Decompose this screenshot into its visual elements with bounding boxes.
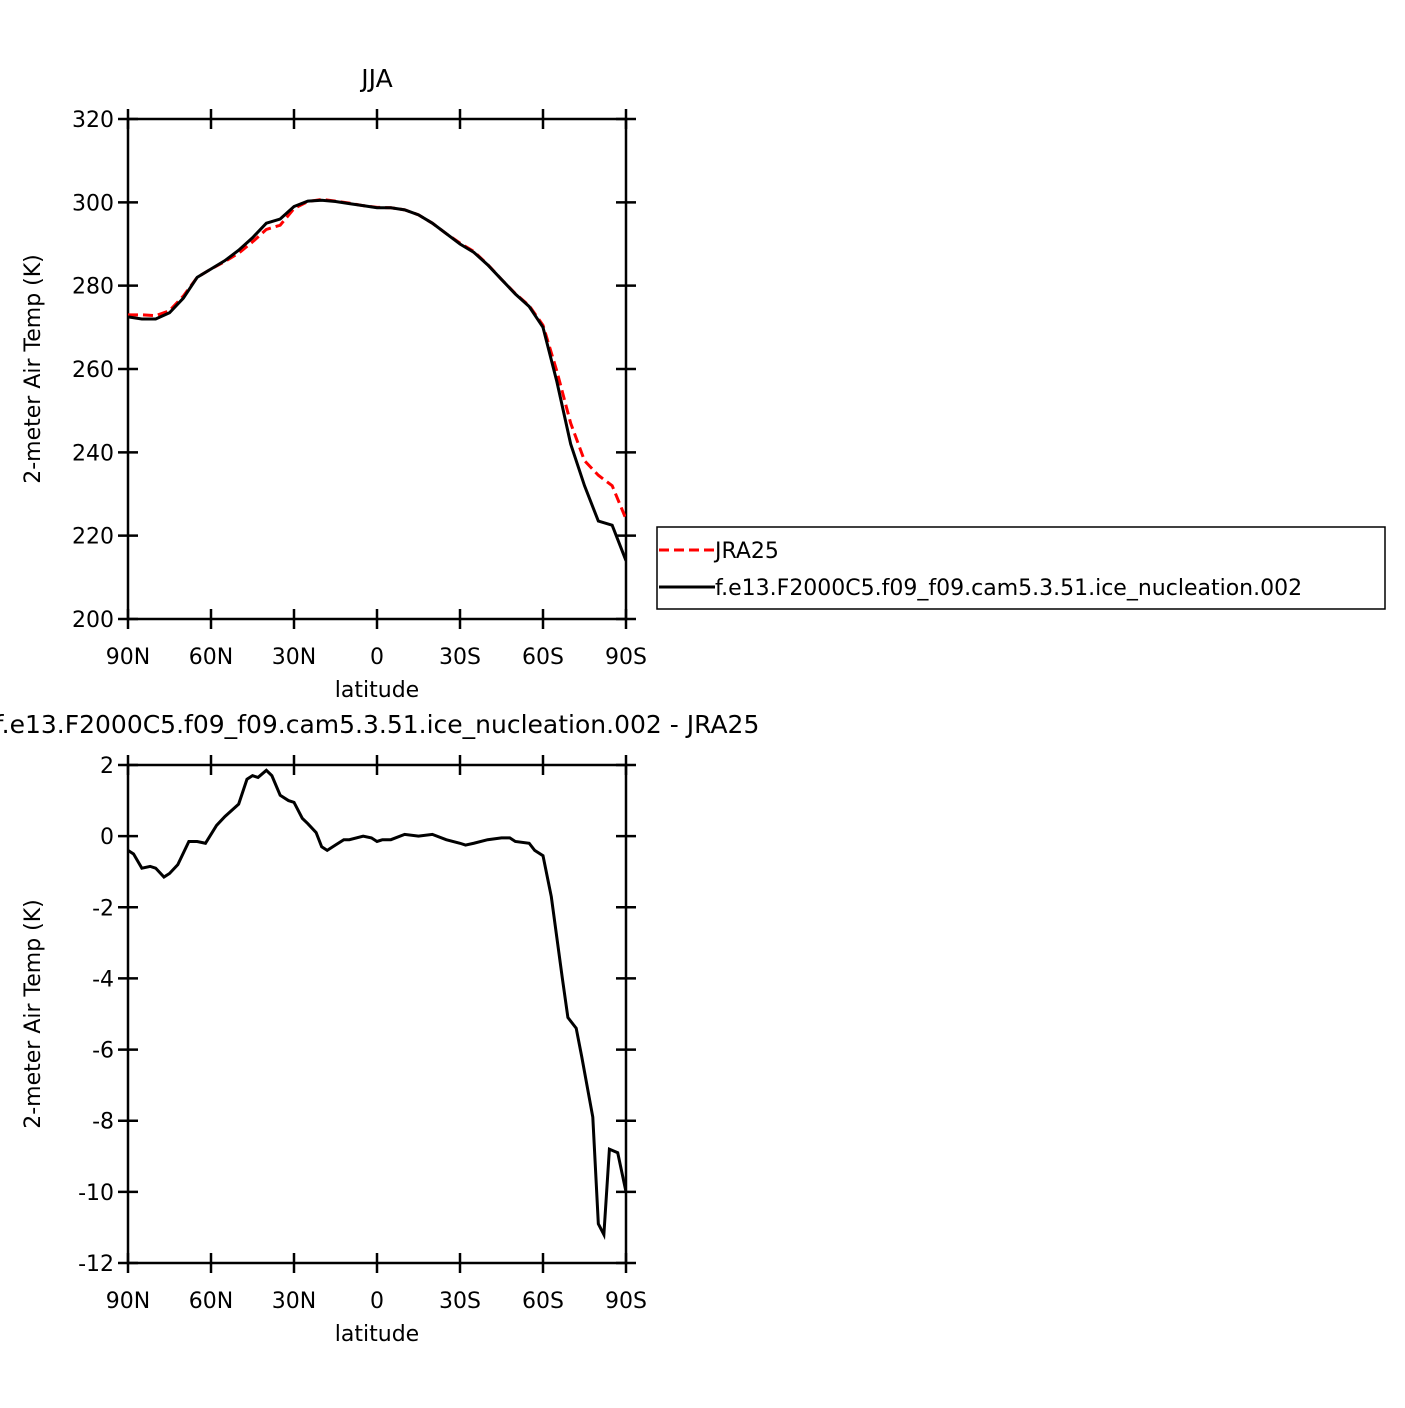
y-tick-label: 220 xyxy=(72,525,114,550)
y-tick-label: -10 xyxy=(78,1181,114,1206)
x-tick-label: 0 xyxy=(370,645,384,670)
y-axis-label: 2-meter Air Temp (K) xyxy=(21,254,46,484)
chart-title: JJA xyxy=(359,64,392,93)
plot-frame xyxy=(126,117,628,621)
x-axis-label: latitude xyxy=(335,678,419,703)
y-tick-label: 2 xyxy=(100,754,114,779)
x-tick-label: 60N xyxy=(189,645,233,670)
x-tick-label: 30S xyxy=(439,1289,481,1314)
y-tick-label: -6 xyxy=(92,1039,114,1064)
y-tick-label: -12 xyxy=(78,1252,114,1277)
data-line xyxy=(128,198,626,562)
y-tick-label: -2 xyxy=(92,896,114,921)
legend-label: f.e13.F2000C5.f09_f09.cam5.3.51.ice_nucl… xyxy=(715,576,1302,601)
x-axis-label: latitude xyxy=(335,1322,419,1347)
x-tick-label: 90S xyxy=(605,1289,647,1314)
y-tick-label: 0 xyxy=(100,825,114,850)
legend-box xyxy=(656,526,1386,610)
y-tick-label: 280 xyxy=(72,275,114,300)
x-tick-label: 90S xyxy=(605,645,647,670)
chart-title: f.e13.F2000C5.f09_f09.cam5.3.51.ice_nucl… xyxy=(0,710,759,739)
x-tick-label: 30S xyxy=(439,645,481,670)
x-tick-label: 60S xyxy=(522,1289,564,1314)
y-tick-label: 260 xyxy=(72,358,114,383)
y-tick-label: -4 xyxy=(92,967,114,992)
x-tick-label: 30N xyxy=(272,1289,316,1314)
x-tick-label: 60N xyxy=(189,1289,233,1314)
x-tick-label: 90N xyxy=(106,645,150,670)
y-tick-label: 300 xyxy=(72,191,114,216)
x-tick-label: 30N xyxy=(272,645,316,670)
x-tick-label: 90N xyxy=(106,1289,150,1314)
data-line xyxy=(128,768,626,1241)
y-axis-label: 2-meter Air Temp (K) xyxy=(21,899,46,1129)
y-tick-label: 200 xyxy=(72,608,114,633)
y-tick-label: 320 xyxy=(72,108,114,133)
x-tick-label: 0 xyxy=(370,1289,384,1314)
y-tick-label: -8 xyxy=(92,1110,114,1135)
x-tick-label: 60S xyxy=(522,645,564,670)
y-tick-label: 240 xyxy=(72,441,114,466)
legend-label: JRA25 xyxy=(713,539,779,564)
